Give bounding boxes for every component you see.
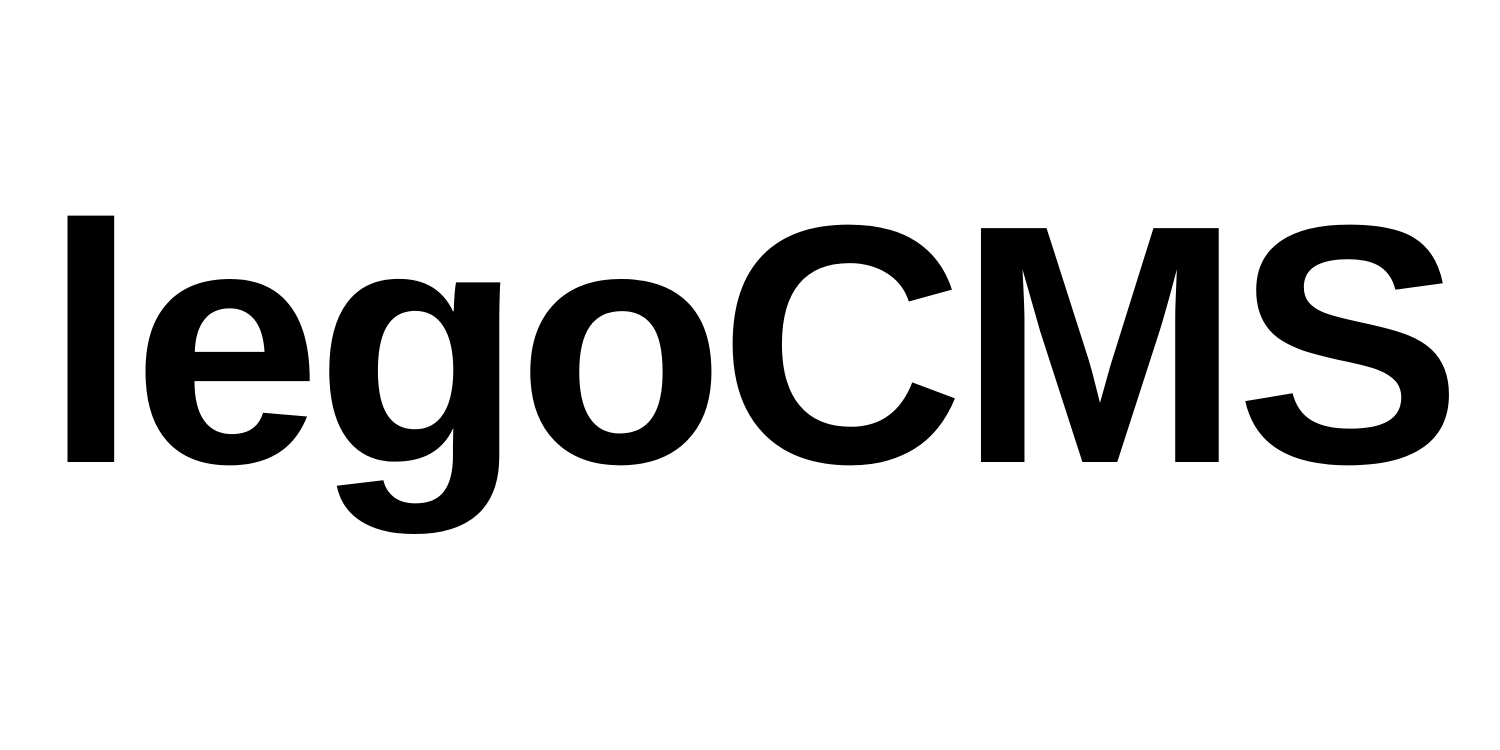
logo-wordmark-text: legoCMS [44,155,1456,536]
